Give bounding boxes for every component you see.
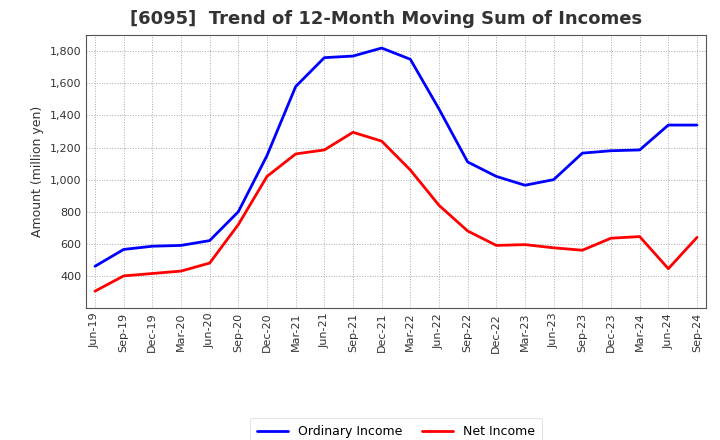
Ordinary Income [406, 57, 415, 62]
Line: Ordinary Income: Ordinary Income [95, 48, 697, 266]
Net Income [464, 228, 472, 234]
Net Income [263, 174, 271, 179]
Ordinary Income [292, 84, 300, 89]
Ordinary Income [492, 174, 500, 179]
Ordinary Income [91, 264, 99, 269]
Ordinary Income [578, 150, 587, 156]
Ordinary Income [635, 147, 644, 153]
Line: Net Income: Net Income [95, 132, 697, 291]
Net Income [176, 268, 185, 274]
Net Income [435, 203, 444, 208]
Net Income [205, 260, 214, 266]
Ordinary Income [120, 247, 128, 252]
Net Income [91, 289, 99, 294]
Ordinary Income [464, 159, 472, 165]
Ordinary Income [176, 243, 185, 248]
Ordinary Income [348, 53, 357, 59]
Net Income [320, 147, 328, 153]
Ordinary Income [607, 148, 616, 154]
Net Income [234, 222, 243, 227]
Net Income [521, 242, 529, 247]
Net Income [664, 266, 672, 271]
Net Income [635, 234, 644, 239]
Net Income [120, 273, 128, 279]
Ordinary Income [148, 244, 157, 249]
Ordinary Income [664, 122, 672, 128]
Net Income [693, 235, 701, 240]
Net Income [578, 248, 587, 253]
Text: [6095]  Trend of 12-Month Moving Sum of Incomes: [6095] Trend of 12-Month Moving Sum of I… [130, 10, 642, 28]
Ordinary Income [693, 122, 701, 128]
Net Income [148, 271, 157, 276]
Legend: Ordinary Income, Net Income: Ordinary Income, Net Income [250, 418, 542, 440]
Ordinary Income [205, 238, 214, 243]
Ordinary Income [377, 45, 386, 51]
Ordinary Income [320, 55, 328, 60]
Ordinary Income [263, 153, 271, 158]
Net Income [406, 167, 415, 172]
Net Income [607, 235, 616, 241]
Net Income [549, 245, 558, 250]
Ordinary Income [234, 209, 243, 214]
Net Income [348, 130, 357, 135]
Ordinary Income [549, 177, 558, 182]
Net Income [377, 139, 386, 144]
Y-axis label: Amount (million yen): Amount (million yen) [32, 106, 45, 237]
Net Income [492, 243, 500, 248]
Net Income [292, 151, 300, 157]
Ordinary Income [521, 183, 529, 188]
Ordinary Income [435, 106, 444, 112]
